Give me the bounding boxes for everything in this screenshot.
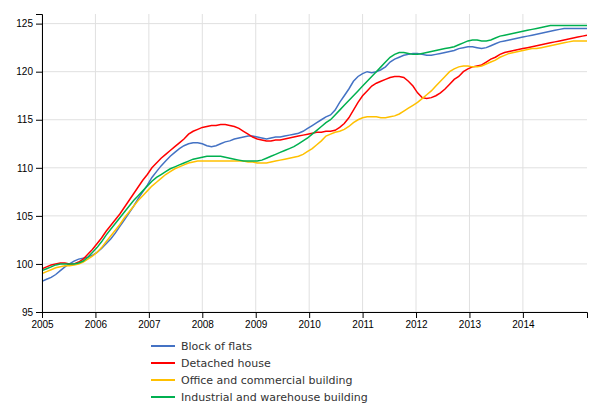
grid-line-y <box>42 215 587 216</box>
grid-line-x <box>95 14 96 312</box>
tick: 2011 <box>352 312 374 330</box>
grid-line-y <box>42 119 587 120</box>
tick-label: 2009 <box>245 319 268 330</box>
tick-label: 2006 <box>85 319 108 330</box>
tick: 115 <box>17 114 42 125</box>
grid-line-x <box>362 14 363 312</box>
tick: 2008 <box>192 312 215 330</box>
tick-mark <box>363 312 364 318</box>
tick-mark <box>256 312 257 318</box>
tick-label: 125 <box>16 18 33 29</box>
tick-mark <box>36 24 42 25</box>
tick-mark <box>95 312 96 318</box>
legend-item: Office and commercial building <box>151 374 353 387</box>
tick-mark <box>149 312 150 318</box>
grid-line-x <box>148 14 149 312</box>
grid <box>42 14 587 312</box>
grid-line-y <box>42 71 587 72</box>
tick-label: 100 <box>16 259 33 270</box>
tick: 2014 <box>512 312 535 330</box>
tick-mark <box>36 168 42 169</box>
grid-line-y <box>42 167 587 168</box>
tick: 2010 <box>299 312 322 330</box>
tick: 125 <box>16 18 42 29</box>
tick: 95 <box>22 307 42 318</box>
tick-label: 115 <box>17 114 33 125</box>
y-axis: 95 100 105 110 115 120 125 <box>16 15 42 318</box>
legend-swatch <box>151 396 175 398</box>
legend-swatch <box>151 345 175 347</box>
tick: 110 <box>17 163 42 174</box>
tick-label: 2008 <box>192 319 215 330</box>
tick-label: 120 <box>16 66 33 77</box>
tick-label: 105 <box>16 211 33 222</box>
tick-label: 95 <box>22 307 34 318</box>
axis-line <box>36 15 43 313</box>
tick-label: 2012 <box>405 319 428 330</box>
tick: 2013 <box>459 312 482 330</box>
tick-mark <box>36 312 42 313</box>
tick-label: 110 <box>17 163 33 174</box>
series-line <box>42 26 587 271</box>
series-line <box>42 35 587 269</box>
grid-line-x <box>522 14 523 312</box>
tick: 2006 <box>85 312 108 330</box>
grid-line-y <box>42 263 587 264</box>
tick-label: 2010 <box>299 319 322 330</box>
series-line <box>42 41 587 274</box>
legend-label: Block of flats <box>181 340 252 353</box>
legend-swatch <box>151 362 175 364</box>
tick: 2005 <box>31 312 54 330</box>
legend-item: Industrial and warehouse building <box>151 391 368 404</box>
plot: 2005 2006 2007 2008 2009 2010 2011 2012 2013 2014… <box>16 14 587 330</box>
grid-line-x <box>469 14 470 312</box>
legend-swatch <box>151 379 175 381</box>
tick: 100 <box>16 259 42 270</box>
tick: 2007 <box>138 312 161 330</box>
axis-line <box>43 313 588 319</box>
legend-item: Detached house <box>151 357 271 370</box>
legend-label: Industrial and warehouse building <box>181 391 368 404</box>
tick-mark <box>36 264 42 265</box>
tick: 120 <box>16 66 42 77</box>
grid-line-x <box>202 14 203 312</box>
chart-svg: 2005 2006 2007 2008 2009 2010 2011 2012 2013 2014… <box>0 0 605 416</box>
lines <box>42 26 587 282</box>
tick-mark <box>36 216 42 217</box>
tick: 2009 <box>245 312 268 330</box>
grid-line-x <box>416 14 417 312</box>
legend: Block of flats Detached house Office and c… <box>151 340 368 404</box>
grid-line-y <box>42 23 587 24</box>
tick-mark <box>309 312 310 318</box>
tick-mark <box>36 120 42 121</box>
tick-label: 2005 <box>31 319 54 330</box>
tick: 2012 <box>405 312 428 330</box>
legend-label: Office and commercial building <box>181 374 353 387</box>
tick-label: 2013 <box>459 319 482 330</box>
legend-label: Detached house <box>181 357 271 370</box>
tick-mark <box>36 72 42 73</box>
tick-label: 2014 <box>512 319 535 330</box>
tick-label: 2011 <box>352 319 374 330</box>
legend-item: Block of flats <box>151 340 252 353</box>
tick-mark <box>469 312 470 318</box>
tick-mark <box>202 312 203 318</box>
tick: 105 <box>16 211 42 222</box>
tick-label: 2007 <box>138 319 161 330</box>
tick-mark <box>416 312 417 318</box>
chart-container: 2005 2006 2007 2008 2009 2010 2011 2012 2013 2014… <box>0 0 605 416</box>
x-axis: 2005 2006 2007 2008 2009 2010 2011 2012 2013 2014 <box>31 312 587 330</box>
tick-mark <box>523 312 524 318</box>
grid-line-x <box>309 14 310 312</box>
series-line <box>42 28 587 281</box>
